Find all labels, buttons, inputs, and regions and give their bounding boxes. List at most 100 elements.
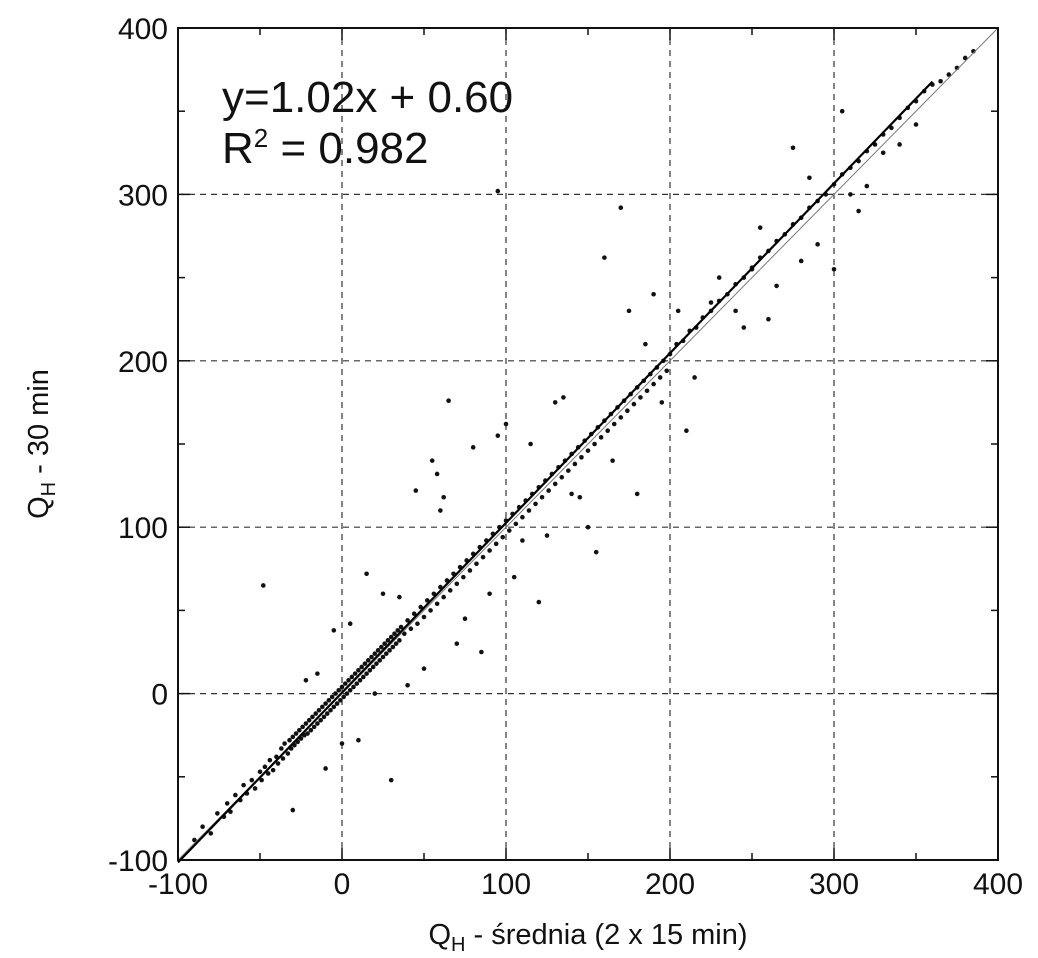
data-point — [392, 631, 397, 636]
y-axis-title-main: Q — [23, 496, 55, 519]
data-point — [593, 549, 599, 555]
data-point — [367, 668, 373, 673]
data-point — [321, 714, 327, 720]
data-point — [280, 756, 286, 761]
data-point — [290, 807, 296, 813]
data-point — [267, 757, 273, 763]
x-tick-label: 0 — [334, 868, 351, 901]
grid — [178, 28, 998, 860]
data-point — [257, 769, 263, 775]
data-point — [192, 837, 197, 843]
data-point — [506, 528, 512, 533]
data-point — [339, 741, 345, 746]
data-point — [398, 624, 404, 630]
data-point — [467, 568, 473, 573]
data-point — [962, 55, 968, 61]
y-tick-label: -100 — [108, 845, 168, 878]
data-point — [388, 634, 394, 640]
data-point — [539, 494, 545, 500]
data-point — [418, 604, 424, 610]
data-point — [413, 488, 419, 493]
data-point — [474, 561, 479, 567]
data-point — [388, 777, 394, 783]
data-point — [462, 616, 468, 622]
data-point — [387, 648, 392, 653]
data-point — [651, 291, 656, 297]
y-tick-label: 200 — [118, 346, 168, 379]
data-point — [315, 721, 320, 726]
x-tick-label: 300 — [809, 868, 859, 901]
data-point — [625, 408, 630, 414]
data-point — [561, 395, 566, 400]
data-point — [511, 574, 517, 580]
x-tick-label: 400 — [973, 868, 1023, 901]
data-point — [579, 455, 584, 460]
data-point — [326, 697, 332, 703]
data-point — [572, 461, 578, 467]
r-squared-annotation: R2 = 0.982 — [222, 123, 429, 173]
y-axis-title-rest: - 30 min — [23, 369, 55, 482]
data-point — [365, 658, 371, 663]
data-point — [605, 428, 610, 433]
data-point — [651, 381, 656, 387]
data-point — [592, 441, 597, 447]
data-point — [675, 308, 681, 314]
data-point — [375, 648, 381, 653]
data-point — [380, 654, 386, 660]
data-point — [946, 72, 952, 77]
data-point — [774, 283, 779, 289]
x-tick-label: 100 — [481, 868, 531, 901]
data-point — [470, 445, 476, 450]
data-point — [733, 308, 738, 314]
data-point — [421, 666, 427, 671]
data-point — [341, 694, 346, 700]
data-point — [324, 711, 330, 716]
data-point — [638, 395, 643, 400]
data-point — [390, 644, 396, 650]
data-point — [265, 771, 271, 776]
data-point — [347, 621, 353, 627]
data-point — [382, 641, 387, 646]
data-point — [831, 266, 837, 272]
data-point — [856, 208, 861, 214]
data-point — [461, 574, 466, 580]
data-point — [369, 654, 374, 660]
data-point — [275, 761, 281, 766]
data-point — [569, 491, 574, 497]
y-axis-title: QH - 30 min — [23, 369, 60, 519]
data-point — [684, 428, 689, 433]
data-point — [331, 704, 337, 710]
data-point — [626, 308, 632, 314]
data-point — [577, 494, 583, 500]
data-point — [349, 674, 355, 680]
data-point — [618, 205, 624, 211]
data-point — [297, 727, 302, 733]
data-point — [664, 368, 670, 374]
regression-equation: y=1.02x + 0.60 — [222, 73, 513, 122]
data-point — [397, 594, 402, 600]
data-point — [913, 122, 919, 127]
x-axis-title-sub: H — [451, 934, 465, 956]
y-tick-label: 300 — [118, 179, 168, 212]
r2-superscript: 2 — [254, 123, 268, 153]
data-point — [372, 651, 378, 656]
tick-labels: -100 0 100 200 300 400 -100 0 100 200 300 400 — [108, 13, 1023, 901]
data-point — [241, 782, 246, 788]
data-point — [260, 583, 266, 588]
data-point — [315, 671, 320, 676]
data-point — [566, 468, 571, 473]
data-point — [480, 554, 486, 560]
data-point — [880, 150, 886, 156]
x-axis-title-main: Q — [428, 919, 451, 951]
data-point — [285, 751, 291, 756]
data-point — [361, 674, 366, 680]
data-point — [356, 668, 361, 673]
data-point — [657, 375, 663, 380]
data-point — [270, 767, 276, 773]
data-point — [259, 777, 264, 783]
data-point — [344, 691, 350, 696]
data-point — [424, 598, 430, 603]
data-point — [741, 325, 747, 330]
